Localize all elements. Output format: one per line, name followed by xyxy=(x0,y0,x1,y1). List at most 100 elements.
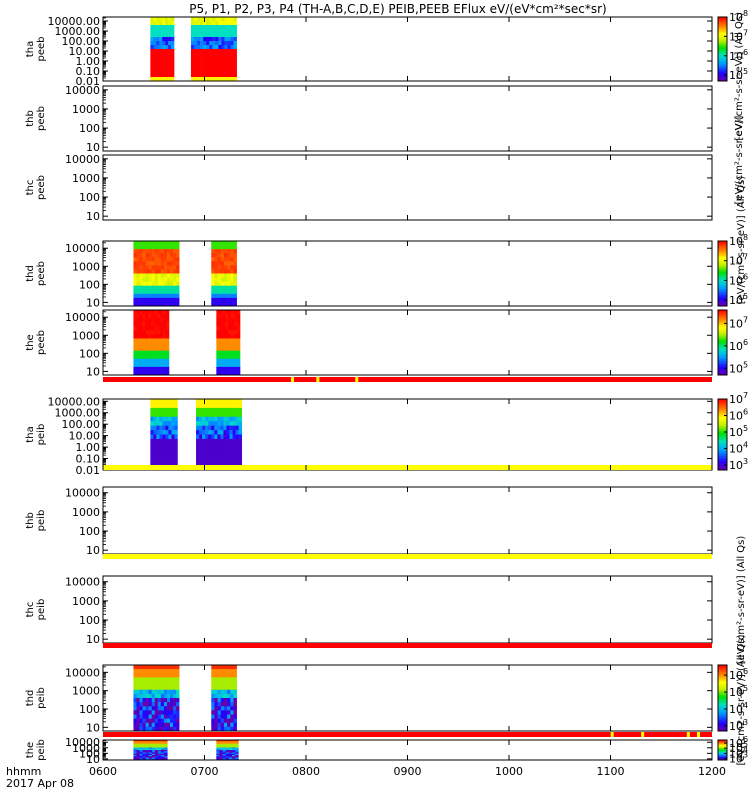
spectrogram-cell xyxy=(171,69,175,74)
spectrogram-cell xyxy=(157,277,162,282)
spectrogram-cell xyxy=(174,452,178,457)
y-tick-label: 1000.00 xyxy=(55,407,101,420)
spectrogram-cell xyxy=(169,261,174,266)
spectrogram-cell xyxy=(225,741,230,743)
spectrogram-cell xyxy=(136,322,140,327)
colorbar-cell xyxy=(718,33,727,35)
colorbar-cell xyxy=(718,755,727,757)
x-tick-label: 0600 xyxy=(89,765,117,778)
spectrogram-cell xyxy=(211,253,215,258)
spectrogram-cell xyxy=(217,443,221,449)
spectrogram-cell xyxy=(154,755,159,757)
spectrogram-cell xyxy=(148,318,152,323)
spectrogram-cell xyxy=(139,293,143,299)
spectrogram-cell xyxy=(150,425,154,431)
spectrogram-cell xyxy=(209,61,213,66)
spectrogram-cell xyxy=(223,421,227,426)
colorbar-cell xyxy=(718,332,727,335)
spectrogram-cell xyxy=(153,33,157,38)
spectrogram-cell xyxy=(235,434,239,440)
spectrogram-cell xyxy=(225,755,230,757)
spectrogram-cell xyxy=(206,61,210,66)
colorbar-cell xyxy=(718,296,727,299)
spectrogram-cell xyxy=(226,438,230,444)
spectrogram-cell xyxy=(174,447,178,453)
spectrogram-cell xyxy=(219,753,223,756)
spectrogram-cell xyxy=(160,310,164,315)
spectrogram-cell xyxy=(154,742,159,745)
spectrogram-cell xyxy=(150,447,154,453)
spectrogram-cell xyxy=(220,447,224,453)
spectrogram-cell xyxy=(139,746,143,748)
spectrogram-cell xyxy=(163,338,167,343)
spectrogram-cell xyxy=(148,314,152,319)
colorbar-frame xyxy=(717,664,728,732)
spectrogram-cell xyxy=(154,753,159,756)
spectrogram-cell xyxy=(156,53,160,58)
spectrogram-cell xyxy=(162,17,166,22)
spectrogram-cell xyxy=(233,45,237,50)
spectrogram-cell xyxy=(148,747,153,750)
spectrogram-cell xyxy=(145,743,150,746)
colorbar-cell xyxy=(718,699,727,702)
spectrogram-cell xyxy=(154,281,159,286)
spectrogram-cell xyxy=(228,322,232,327)
spectrogram-cell xyxy=(215,45,219,50)
spectrogram-cell xyxy=(166,710,171,715)
colorbar-cell xyxy=(718,340,727,343)
y-tick-label: 1000 xyxy=(72,685,100,698)
spectrogram-cell xyxy=(224,49,228,54)
spectrogram-cell xyxy=(153,53,157,58)
spectrogram-cell xyxy=(148,370,152,376)
spectrogram-cell xyxy=(136,358,140,364)
spectrogram-cell xyxy=(159,41,163,46)
spectrogram-cell xyxy=(162,434,166,440)
colorbar-frame xyxy=(717,16,728,82)
spectrogram-cell xyxy=(153,41,157,46)
spectrogram-cell xyxy=(233,293,237,299)
spectrogram-cell xyxy=(133,330,137,335)
spectrogram-cell xyxy=(165,37,169,42)
spectrogram-cell xyxy=(232,416,236,422)
spectrogram-cell xyxy=(162,443,166,449)
spectrogram-cell xyxy=(145,665,149,670)
spectrogram-cell xyxy=(211,407,215,413)
colorbar-cell xyxy=(718,65,727,67)
y-tick-label: 10000 xyxy=(65,487,100,500)
spectrogram-cell xyxy=(157,685,162,691)
spectrogram-cell xyxy=(157,285,162,291)
spectrogram-cell xyxy=(159,29,163,34)
colorbar-cell xyxy=(718,49,727,51)
spectrogram-cell xyxy=(229,438,233,444)
spectrogram-cell xyxy=(190,45,195,50)
colorbar-cell xyxy=(718,439,727,442)
colorbar-cell xyxy=(718,747,727,748)
spectrogram-cell xyxy=(162,421,166,426)
spectrogram-cell xyxy=(157,681,162,686)
spectrogram-cell xyxy=(229,447,233,453)
spectrogram-cell xyxy=(235,412,239,418)
spectrogram-cell xyxy=(197,17,201,22)
spectrogram-cell xyxy=(202,412,206,418)
spectrogram-cell xyxy=(205,407,209,413)
spectrogram-cell xyxy=(212,77,216,82)
spectrogram-cell xyxy=(208,447,212,453)
spectrogram-cell xyxy=(208,461,212,466)
spectrogram-cell xyxy=(205,403,209,409)
spectrogram-cell xyxy=(199,452,203,457)
spectrogram-cell xyxy=(223,261,228,266)
spectrogram-cell xyxy=(220,706,225,711)
spectrogram-cell xyxy=(230,273,234,278)
spectrogram-cell xyxy=(194,53,198,58)
spectrogram-cell xyxy=(233,301,237,307)
spectrogram-cell xyxy=(159,21,163,26)
spectrogram-cell xyxy=(165,452,169,457)
spectrogram-cell xyxy=(168,403,172,409)
colorbar-cell xyxy=(718,267,727,269)
spectrogram-cell xyxy=(217,416,221,422)
spectrogram-cell xyxy=(232,407,236,413)
spectrogram-cell xyxy=(133,350,137,355)
spectrogram-cell xyxy=(136,273,140,278)
spectrogram-cell xyxy=(157,269,162,274)
spectrogram-cell xyxy=(222,346,226,351)
